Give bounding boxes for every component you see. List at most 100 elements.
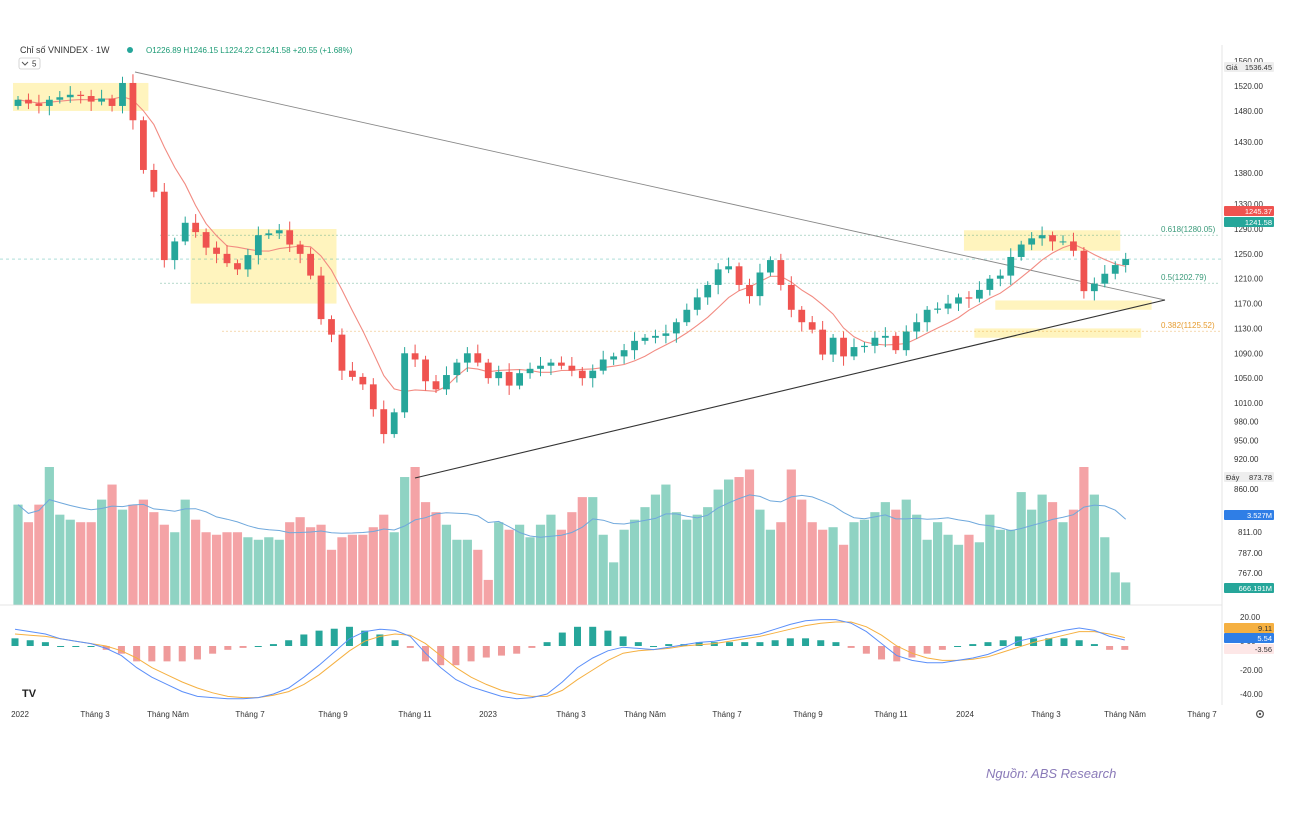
candle: [14, 96, 22, 110]
candle-body: [578, 370, 586, 379]
macd-histogram-bar: [938, 646, 946, 650]
price-tag-bg: [1224, 62, 1274, 72]
volume-bar: [347, 534, 357, 605]
price-tick-label: 1090.00: [1234, 349, 1263, 358]
time-tick-label: Tháng 3: [1031, 710, 1061, 719]
candle: [871, 331, 879, 354]
candle: [735, 262, 743, 291]
candle-body: [14, 99, 22, 106]
chevron-down-icon: [21, 61, 29, 66]
time-tick-label: 2022: [11, 710, 29, 719]
volume-bar: [65, 519, 75, 605]
candle: [610, 352, 618, 366]
volume-bar: [452, 539, 462, 605]
candle-body: [160, 191, 168, 261]
price-tag-bg: [1224, 644, 1274, 654]
candle-body: [1101, 273, 1109, 284]
volume-bar: [807, 522, 817, 605]
candle: [66, 86, 74, 103]
volume-bar: [441, 524, 452, 605]
candle-body: [275, 230, 283, 234]
volume-bar: [128, 504, 138, 605]
candle-body: [746, 284, 753, 297]
macd-histogram-bar: [847, 646, 855, 648]
volume-bar: [995, 529, 1005, 605]
candle-body: [976, 289, 983, 299]
candle: [840, 331, 847, 366]
candle-body: [25, 99, 32, 104]
macd-histogram-bar: [361, 630, 369, 646]
volume-bar: [253, 539, 263, 605]
price-tick-label: 1250.00: [1234, 250, 1263, 259]
volume-bar: [1016, 492, 1026, 605]
candle-body: [558, 362, 565, 366]
candle: [861, 342, 868, 353]
candle: [56, 91, 64, 104]
volume-bar: [191, 519, 201, 605]
svg-text:5: 5: [32, 60, 37, 69]
candle-body: [735, 266, 743, 285]
candle-body: [1017, 244, 1025, 257]
time-tick-label: Tháng 7: [712, 710, 742, 719]
volume-bar: [943, 534, 953, 605]
price-tick-label: 1170.00: [1234, 300, 1263, 309]
fib-level-label: 0.618(1280.05): [1161, 225, 1216, 234]
volume-bar: [368, 527, 378, 605]
macd-histogram-bar: [330, 628, 338, 646]
indicator-toggle-button[interactable]: 5: [18, 57, 41, 70]
candle-body: [913, 322, 921, 332]
candle: [996, 269, 1004, 287]
price-tick-label: 1050.00: [1234, 374, 1263, 383]
highlight-zone: [995, 300, 1152, 310]
price-tag-bg: [1224, 206, 1274, 216]
candle: [934, 302, 941, 314]
candle-body: [254, 235, 262, 256]
volume-bar: [661, 484, 671, 605]
macd-histogram-bar: [832, 642, 840, 646]
time-tick-label: Tháng 11: [874, 710, 908, 719]
candle-body: [338, 334, 346, 371]
candle-body: [610, 356, 618, 360]
candle: [87, 89, 95, 111]
volume-bar: [1100, 537, 1110, 605]
price-tick-label: 1010.00: [1234, 399, 1263, 408]
volume-bar: [222, 532, 232, 605]
candle-body: [526, 368, 534, 374]
candle: [558, 356, 565, 370]
volume-bar: [55, 514, 65, 605]
macd-histogram-bar: [315, 630, 323, 646]
candle-body: [808, 322, 816, 330]
settings-gear-icon[interactable]: [1255, 709, 1264, 718]
candle: [140, 116, 147, 174]
volume-bar: [389, 532, 399, 605]
volume-bar: [640, 507, 650, 605]
candle-body: [401, 353, 409, 413]
volume-bar: [211, 534, 222, 605]
macd-histogram-bar: [543, 642, 551, 646]
volume-bar: [870, 512, 880, 605]
candle: [923, 306, 931, 332]
volume-bar: [828, 527, 838, 605]
highlight-zone: [190, 229, 337, 304]
macd-histogram-bar: [574, 626, 581, 646]
volume-bar: [1047, 502, 1058, 605]
fib-level-label: 0.382(1125.52): [1161, 321, 1215, 330]
macd-histogram-bar: [741, 642, 749, 646]
candle: [390, 408, 398, 438]
candle-body: [662, 333, 670, 336]
candle-body: [98, 98, 105, 102]
candle: [944, 294, 952, 315]
candle: [317, 266, 325, 325]
candle-body: [787, 284, 795, 310]
candle: [1017, 240, 1025, 261]
volume-bar: [755, 509, 765, 605]
price-tag-bg: [1224, 510, 1274, 520]
candle: [25, 93, 32, 110]
price-tag: 3.527M: [1224, 510, 1274, 520]
macd-histogram-bar: [695, 642, 703, 646]
support-trendline: [414, 299, 1166, 479]
macd-histogram-bar: [72, 646, 80, 647]
volume-bar: [724, 479, 734, 605]
candle-body: [641, 337, 649, 341]
